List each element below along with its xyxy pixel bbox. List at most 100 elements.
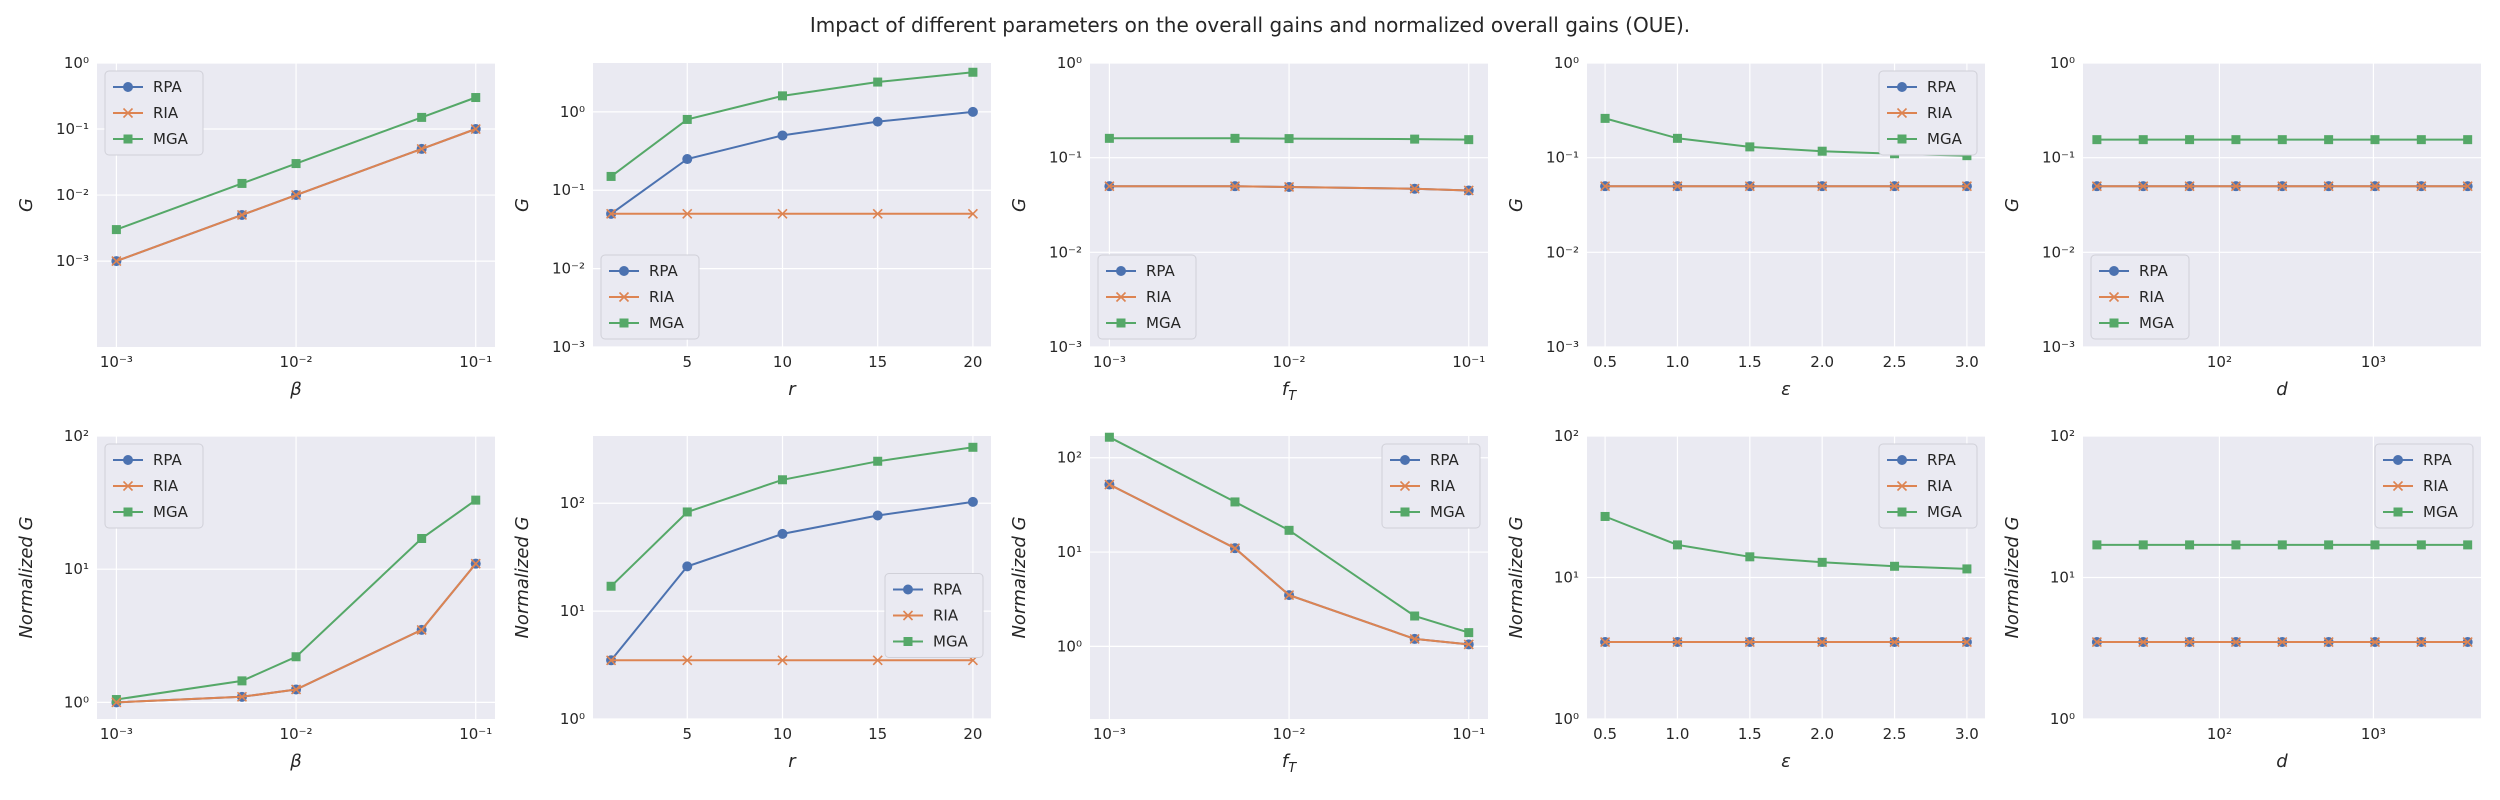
mga-point: [1897, 134, 1907, 144]
mga-point: [2324, 135, 2334, 145]
x-tick-label: 15: [868, 725, 887, 743]
legend: RPA RIA MGA: [2374, 443, 2474, 529]
ria-point: [618, 291, 630, 303]
x-tick-label: 20: [963, 353, 982, 371]
series-ria: [2091, 636, 2473, 648]
mga-point: [471, 495, 481, 505]
legend-label: RPA: [153, 78, 183, 96]
ria-point: [1463, 639, 1474, 650]
mga-point: [1230, 133, 1240, 143]
mga-point: [619, 318, 629, 328]
mga-point: [682, 507, 692, 517]
y-tick-label: 10⁰: [560, 103, 585, 121]
mga-point: [1284, 525, 1294, 535]
ria-point: [2091, 636, 2102, 648]
mga-point: [1745, 142, 1755, 152]
mga-point: [1104, 133, 1114, 143]
legend-label: RIA: [153, 477, 179, 495]
x-tick-label: 10³: [2361, 353, 2386, 371]
ria-point: [777, 655, 788, 666]
rpa-point: [2393, 455, 2403, 465]
series-mga: [1104, 432, 1474, 638]
y-axis-label: G: [16, 198, 37, 212]
x-tick-label: 1.0: [1666, 353, 1690, 371]
y-tick-label: 10²: [1057, 449, 1082, 467]
series-ria: [1600, 636, 1972, 648]
series-ria: [1600, 181, 1972, 192]
x-tick-label: 2.0: [1810, 353, 1834, 371]
mga-point: [2324, 540, 2334, 550]
mga-point: [111, 225, 121, 235]
mga-point: [1817, 557, 1827, 567]
legend-box: [1878, 70, 1978, 156]
series-mga: [606, 67, 978, 181]
ria-point: [2323, 181, 2334, 192]
x-tick-label: 2.5: [1883, 353, 1907, 371]
legend-label: RPA: [2423, 451, 2453, 469]
legend: RPA RIA MGA: [1097, 254, 1197, 340]
ria-point: [2369, 181, 2381, 192]
mga-point: [1672, 540, 1682, 550]
y-tick-label: 10⁰: [1057, 637, 1082, 655]
x-tick-label: 10⁻²: [1273, 353, 1306, 371]
mga-point: [1116, 318, 1126, 328]
mga-point: [237, 676, 247, 686]
mga-point: [2277, 135, 2287, 145]
ria-point: [2184, 181, 2195, 192]
y-tick-label: 10¹: [1057, 543, 1082, 561]
legend-label: RPA: [649, 262, 679, 280]
x-axis-label: fT: [1282, 751, 1297, 776]
x-tick-label: 5: [682, 725, 692, 743]
mga-point: [968, 67, 978, 77]
legend-label: MGA: [1927, 503, 1963, 521]
legend-box: [104, 70, 204, 156]
mga-point: [2231, 540, 2241, 550]
series-ria: [2091, 181, 2473, 192]
y-tick-label: 10⁰: [1057, 54, 1082, 72]
subplot-NG_r: 10⁰ 10¹ 10² 5 10 15 20 r Normalized G RPA RIA MGA: [512, 436, 991, 772]
ria-point: [1409, 183, 1420, 194]
subplot-G_d: 10⁻³ 10⁻² 10⁻¹ 10⁰ 10² 10³ d G RPA RIA MGA: [2002, 54, 2481, 400]
mga-point: [777, 91, 787, 101]
mga-point: [2416, 135, 2426, 145]
x-axis-label: r: [788, 379, 797, 400]
legend-box: [2374, 443, 2474, 529]
ria-point: [2462, 636, 2473, 648]
y-axis-label: G: [512, 198, 533, 212]
mga-point: [1897, 507, 1907, 517]
mga-point: [777, 475, 787, 485]
ria-point: [2416, 181, 2427, 192]
legend-label: RIA: [1927, 477, 1953, 495]
subplot-G_eps: 10⁻³ 10⁻² 10⁻¹ 10⁰ 0.5 1.0 1.5 2.0 2.5 3.0 ε G RPA RI…: [1506, 54, 1985, 400]
ria-point: [1817, 181, 1828, 192]
x-tick-label: 10²: [2207, 725, 2232, 743]
mga-point: [2185, 135, 2195, 145]
figure-title: Impact of different parameters on the ov…: [809, 13, 1691, 37]
subplot-NG_eps: 10⁰ 10¹ 10² 0.5 1.0 1.5 2.0 2.5 3.0 ε Normalized G…: [1506, 427, 1985, 772]
x-tick-label: 2.0: [1810, 725, 1834, 743]
legend: RPA RIA MGA: [2090, 254, 2190, 340]
series-mga: [2092, 135, 2473, 145]
mga-point: [1410, 611, 1420, 621]
ria-point: [416, 143, 427, 154]
x-tick-label: 10⁻¹: [1452, 353, 1485, 371]
ria-point: [2277, 636, 2288, 648]
ria-point: [111, 697, 122, 708]
ria-point: [290, 189, 302, 201]
y-tick-label: 10⁻¹: [56, 120, 89, 138]
rpa-point: [1897, 82, 1907, 92]
ria-point: [777, 208, 788, 219]
subplot-NG_fT: 10⁰ 10¹ 10² 10⁻³ 10⁻² 10⁻¹ fT Normalized G RPA RI…: [1009, 432, 1488, 776]
mga-point: [1464, 135, 1474, 145]
y-tick-label: 10²: [64, 427, 89, 445]
x-tick-label: 10: [773, 353, 792, 371]
x-tick-label: 1.0: [1666, 725, 1690, 743]
x-tick-label: 10²: [2207, 353, 2232, 371]
mga-point: [1890, 561, 1900, 571]
legend-label: MGA: [2139, 314, 2175, 332]
ria-point: [290, 684, 302, 695]
y-tick-label: 10⁻³: [2042, 338, 2075, 356]
ria-point: [122, 107, 134, 119]
mga-point: [2138, 540, 2148, 550]
mga-point: [1104, 432, 1114, 442]
